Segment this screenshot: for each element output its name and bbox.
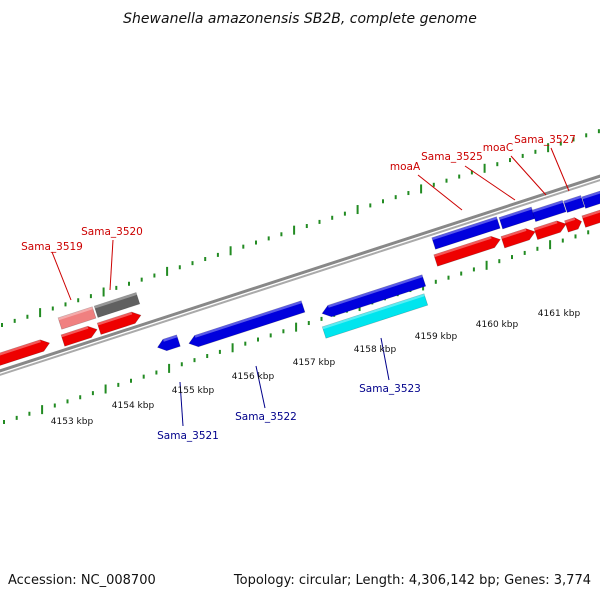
gene-block-sama-3520-highlight — [94, 292, 137, 309]
gene-block-sama-3521-shape — [157, 334, 181, 352]
leader-line-top — [550, 147, 570, 192]
gene-block-forward — [433, 235, 501, 267]
gene-block-sama-3519-highlight — [58, 306, 94, 321]
accession-text: Accession: NC_008700 — [8, 573, 156, 588]
gene-label-top: Sama_3527 — [514, 134, 576, 146]
gene-block-moaC — [531, 199, 567, 223]
gene-block-forward — [564, 217, 582, 233]
gene-block-forward — [500, 228, 536, 249]
gene-block-moaC-highlight — [531, 200, 564, 213]
gene-block-moaA-shape — [431, 216, 501, 250]
scale-label: 4155 kbp — [172, 386, 215, 396]
gene-block-forward-highlight — [564, 217, 576, 224]
gene-block-sama-3522-shape — [188, 300, 306, 348]
gene-block-sama-3527 — [563, 195, 585, 213]
gene-block-reverse-shape — [581, 187, 600, 209]
gene-label-bottom: Sama_3521 — [157, 430, 219, 442]
gene-block-forward-shape — [564, 217, 582, 233]
gene-block-forward-shape — [60, 325, 98, 347]
gene-features — [0, 187, 600, 368]
gene-block-moaA — [431, 216, 501, 250]
gene-block-forward-shape — [500, 228, 536, 249]
gene-block-sama-3521-highlight — [163, 334, 178, 342]
gene-block-reverse-shape — [321, 274, 427, 318]
leader-line-top — [109, 239, 114, 291]
gene-block-sama-3519 — [57, 306, 97, 330]
gene-block-reverse — [581, 187, 600, 209]
leader-line-bottom — [255, 365, 266, 409]
gene-block-moaC-shape — [531, 199, 567, 223]
gene-label-bottom: Sama_3523 — [359, 383, 421, 395]
gene-block-reverse — [321, 274, 427, 318]
gene-block-sama-3522 — [188, 300, 306, 348]
gene-block-forward-shape — [533, 220, 567, 241]
leader-line-top — [464, 165, 516, 201]
gene-block-forward-highlight — [533, 220, 558, 231]
map-title: Shewanella amazonensis SB2B, complete ge… — [123, 11, 477, 27]
leader-line-top — [417, 174, 463, 211]
gene-block-forward-highlight — [433, 236, 492, 258]
gene-block-sama-3522-highlight — [194, 300, 302, 338]
gene-label-top: Sama_3519 — [21, 241, 83, 253]
gene-block-sama-3523 — [321, 293, 429, 339]
gene-block-sama-3520-shape — [93, 292, 141, 318]
gene-block-forward-shape — [96, 311, 142, 335]
gene-block-forward — [0, 339, 51, 368]
gene-block-forward — [60, 325, 98, 347]
gene-block-moaA-highlight — [431, 216, 498, 241]
gene-block-sama-3527-highlight — [563, 195, 582, 204]
gene-block-forward-shape — [0, 339, 51, 368]
gene-block-forward-highlight — [500, 228, 527, 239]
genome-backbone — [0, 174, 600, 376]
gene-block-reverse-highlight — [581, 187, 600, 200]
gene-block-forward-highlight — [581, 209, 600, 219]
scale-label: 4161 kbp — [538, 309, 581, 319]
leader-line-top — [510, 155, 547, 196]
scale-labels: 4153 kbp 4154 kbp 4155 kbp 4156 kbp 4157 kbp… — [51, 309, 581, 427]
gene-block-forward-highlight — [61, 326, 89, 338]
gene-block-sama-3523-highlight — [322, 293, 425, 330]
leader-line-bottom — [380, 337, 390, 381]
gene-label-top: Sama_3520 — [81, 226, 143, 238]
genome-summary-text: Topology: circular; Length: 4,306,142 bp… — [233, 573, 591, 588]
gene-block-reverse-highlight — [327, 274, 423, 308]
gene-label-bottom: Sama_3522 — [235, 411, 297, 423]
gene-block-sama-3527-shape — [563, 195, 585, 213]
leader-line-top — [51, 251, 72, 301]
scale-label: 4158 kbp — [354, 345, 397, 355]
backbone-line-lower — [0, 179, 600, 376]
gene-block-forward — [96, 311, 142, 335]
leader-line-bottom — [179, 381, 184, 427]
gene-label-top: moaA — [390, 161, 421, 173]
gene-block-forward-shape — [433, 235, 501, 267]
gene-block-sama-3519-shape — [57, 306, 97, 330]
gene-block-forward-highlight — [97, 311, 133, 326]
gene-label-top: Sama_3525 — [421, 151, 483, 163]
gene-block-sama-3520 — [93, 292, 141, 318]
backbone-line-upper — [0, 174, 600, 373]
gene-block-forward — [581, 208, 600, 228]
gene-label-top: moaC — [483, 142, 513, 154]
scale-label: 4153 kbp — [51, 417, 94, 427]
gene-block-forward-highlight — [0, 339, 41, 358]
label-leader-lines — [51, 147, 570, 427]
scale-label: 4160 kbp — [476, 320, 519, 330]
gene-block-forward-shape — [581, 208, 600, 228]
scale-label: 4154 kbp — [112, 401, 155, 411]
scale-label: 4157 kbp — [293, 358, 336, 368]
scale-label: 4156 kbp — [232, 372, 275, 382]
gene-block-forward — [533, 220, 567, 241]
scale-label: 4159 kbp — [415, 332, 458, 342]
gene-block-sama-3523-shape — [321, 293, 429, 339]
gene-block-sama-3521 — [157, 334, 181, 352]
gene-labels: Sama_3519Sama_3520moaASama_3525moaCSama_… — [21, 134, 576, 442]
gene-block-sama-3525-highlight — [498, 207, 533, 220]
